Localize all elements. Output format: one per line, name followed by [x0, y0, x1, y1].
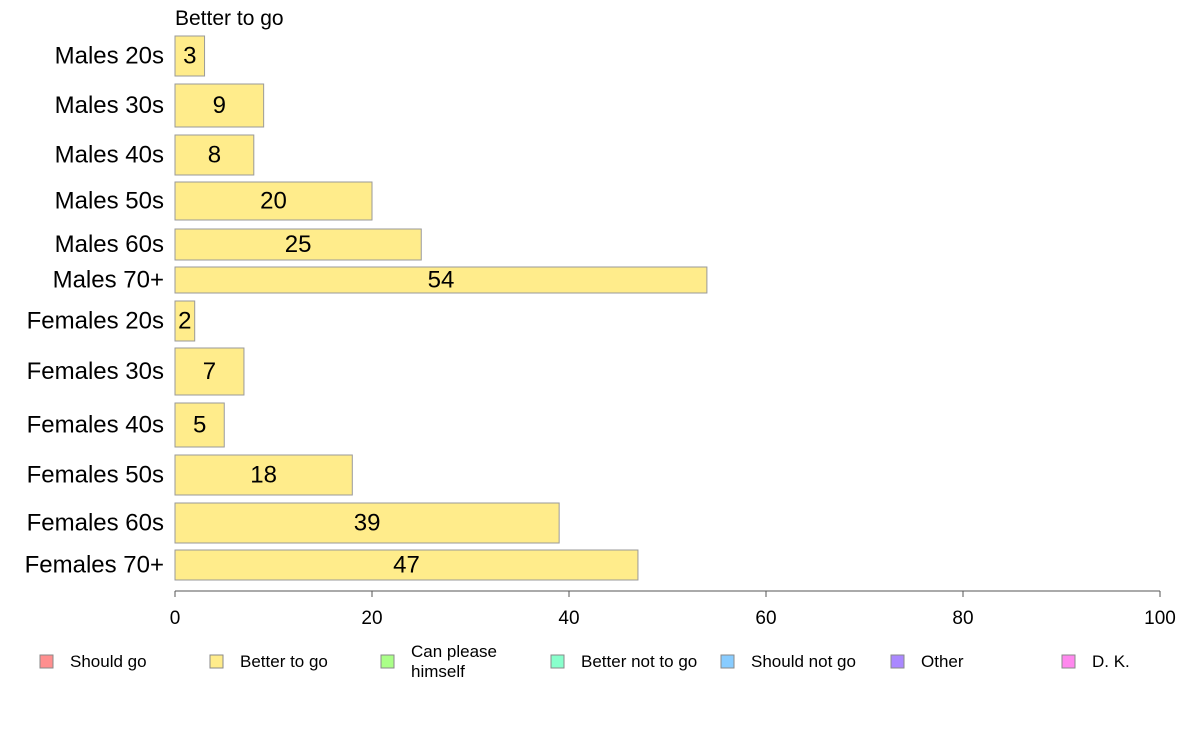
category-label: Females 50s	[27, 462, 164, 489]
bar-value-label: 7	[203, 358, 216, 385]
bar	[174, 134, 255, 176]
bar-value-label: 39	[354, 510, 381, 537]
category-label: Males 40s	[55, 142, 164, 169]
category-label: Males 20s	[55, 43, 164, 70]
bar-value-label: 18	[250, 462, 277, 489]
x-tick-label: 100	[1144, 608, 1176, 629]
category-labels: Males 20s Males 30s Males 40s Males 50s Male…	[25, 43, 164, 579]
bar-value-label: 20	[260, 188, 287, 215]
bar	[174, 549, 639, 581]
category-label: Females 60s	[27, 510, 164, 537]
bar	[174, 502, 560, 544]
legend-label: Should go	[70, 652, 147, 671]
panel-title: Better to go	[175, 7, 284, 30]
x-tick-label: 20	[361, 608, 382, 629]
bar-value-label: 5	[193, 412, 206, 439]
bar-value-label: 3	[183, 43, 196, 70]
legend-swatch	[550, 654, 565, 669]
bar	[174, 181, 373, 221]
category-label: Males 30s	[55, 92, 164, 119]
legend-label: Can please himself	[411, 642, 497, 681]
bar-value-label: 8	[208, 142, 221, 169]
legend-swatch	[720, 654, 735, 669]
legend-label: D. K.	[1092, 652, 1130, 671]
x-tick-label: 80	[952, 608, 973, 629]
category-label: Females 40s	[27, 412, 164, 439]
bar	[174, 266, 708, 294]
legend-swatch	[209, 654, 224, 669]
legend-label: Other	[921, 652, 964, 671]
bars	[174, 35, 708, 581]
bar-value-labels: 39 8 20 25 54 27 5 18 39 47	[178, 43, 454, 579]
category-label: Males 60s	[55, 231, 164, 258]
category-label: Females 30s	[27, 358, 164, 385]
legend-label: Better to go	[240, 652, 328, 671]
bar	[174, 300, 196, 342]
bar-value-label: 2	[178, 308, 191, 335]
x-tick-label: 40	[558, 608, 579, 629]
legend-label: Should not go	[751, 652, 856, 671]
legend-swatch	[1061, 654, 1076, 669]
bar-value-label: 9	[213, 92, 226, 119]
x-tick-label: 60	[755, 608, 776, 629]
x-axis: 0 20 40 60 80 100	[170, 590, 1176, 629]
category-label: Males 70+	[53, 267, 164, 294]
bar	[174, 228, 422, 261]
x-tick-label: 0	[170, 608, 181, 629]
legend: Should go Better to go Can please himself Be…	[39, 642, 1130, 681]
bar-value-label: 25	[285, 231, 312, 258]
category-label: Females 20s	[27, 308, 164, 335]
legend-label: Better not to go	[581, 652, 697, 671]
bar	[174, 454, 353, 496]
bar-value-label: 47	[393, 552, 420, 579]
bar	[174, 347, 245, 396]
legend-swatch	[39, 654, 54, 669]
category-label: Males 50s	[55, 188, 164, 215]
bar	[174, 402, 225, 448]
bar	[174, 83, 265, 128]
category-label: Females 70+	[25, 552, 164, 579]
bar-value-label: 54	[428, 267, 455, 294]
legend-swatch	[380, 654, 395, 669]
bar	[174, 35, 206, 77]
legend-swatch	[890, 654, 905, 669]
